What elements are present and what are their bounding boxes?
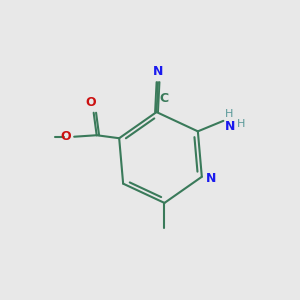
Text: C: C: [160, 92, 169, 105]
Text: N: N: [206, 172, 216, 185]
Text: N: N: [153, 64, 163, 78]
Text: N: N: [225, 120, 235, 133]
Text: H: H: [225, 109, 233, 119]
Text: H: H: [237, 119, 245, 129]
Text: O: O: [60, 130, 70, 143]
Text: O: O: [85, 96, 96, 109]
